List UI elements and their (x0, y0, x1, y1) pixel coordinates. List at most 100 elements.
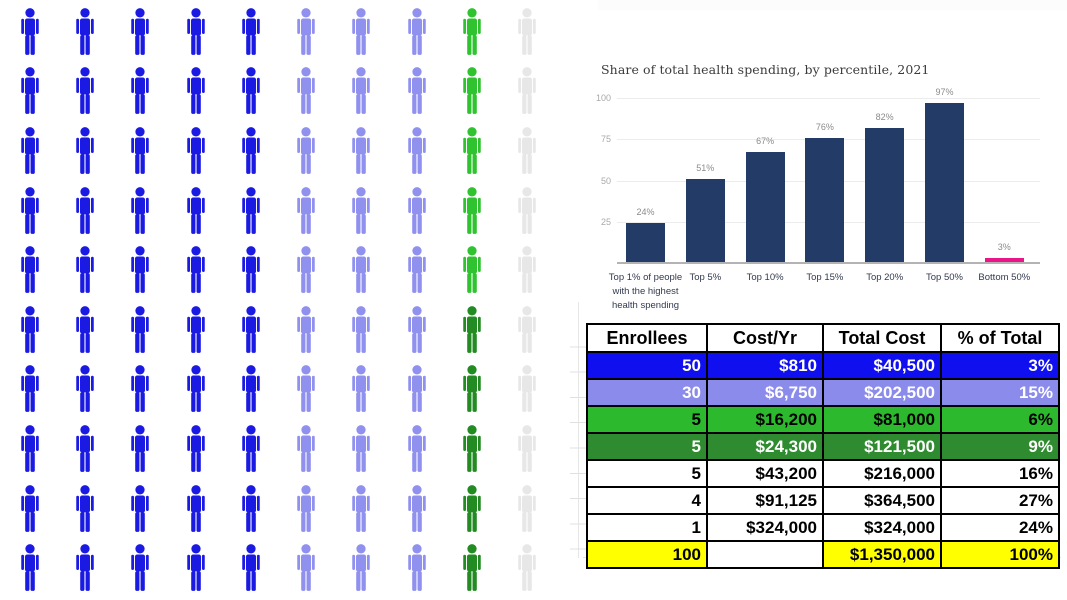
chart-top-margin (598, 0, 1067, 10)
person-icon (297, 484, 315, 532)
person-icon (186, 365, 205, 413)
person-icon (20, 127, 39, 174)
person-icon (186, 544, 205, 592)
table-cell: $364,500 (822, 486, 942, 515)
person-icon (242, 484, 260, 532)
person-icon (352, 246, 371, 294)
person-icon (131, 544, 149, 592)
table-cell: $91,125 (706, 486, 824, 515)
table-row: 5 $43,200 $216,000 16% (586, 459, 1060, 488)
bar (626, 223, 665, 263)
person-icon (352, 7, 371, 55)
person-icon (242, 305, 260, 353)
person-icon (463, 246, 481, 294)
person-icon (20, 484, 39, 532)
person-icon (407, 305, 426, 353)
table-cell: $810 (706, 351, 824, 380)
person-icon (20, 67, 39, 115)
cost-table: Enrollees Cost/Yr Total Cost% of Total 50 $8… (586, 323, 1060, 569)
person-icon (20, 7, 39, 55)
person-icon (131, 484, 149, 532)
person-icon (518, 484, 537, 532)
person-icon (242, 186, 260, 234)
person-icon (76, 186, 94, 234)
person-icon (463, 186, 481, 234)
person-icon (186, 246, 205, 294)
person-icon (76, 127, 94, 174)
table-cell: $6,750 (706, 378, 824, 407)
person-icon (518, 127, 537, 174)
table-cell: $16,200 (706, 405, 824, 434)
person-icon (131, 186, 149, 234)
person-icon (518, 365, 537, 413)
person-icon (407, 7, 426, 55)
person-icon (407, 484, 426, 532)
person-icon (186, 186, 205, 234)
table-cell: 9% (940, 432, 1060, 461)
person-icon (297, 246, 315, 294)
table-header-cell: % of Total (940, 323, 1060, 353)
table-cell: 27% (940, 486, 1060, 515)
table-cell: 16% (940, 459, 1060, 488)
table-cell: $43,200 (706, 459, 824, 488)
bar-value-label: 97% (935, 86, 954, 97)
table-header-cell: Cost/Yr (706, 323, 824, 353)
table-cell: $216,000 (822, 459, 942, 488)
bar (865, 127, 905, 263)
table-row: 5 $16,200 $81,000 6% (586, 405, 1060, 434)
person-icon (463, 67, 481, 115)
person-icon (352, 186, 371, 234)
person-icon (242, 127, 260, 174)
person-icon (242, 365, 260, 413)
person-icon (407, 425, 426, 472)
bar (925, 102, 964, 263)
bar-value-label: 76% (815, 121, 834, 132)
table-cell: 5 (586, 459, 708, 488)
person-icon (186, 7, 205, 55)
person-icon (76, 425, 94, 472)
table-header-cell: Enrollees (586, 323, 708, 353)
table-cell (706, 540, 824, 569)
bar (745, 152, 785, 263)
person-icon (518, 544, 537, 592)
bar-value-label: 67% (756, 136, 775, 147)
grid-line (617, 98, 1040, 99)
person-icon (20, 186, 39, 234)
person-icon (131, 67, 149, 115)
person-icon (463, 305, 481, 353)
person-icon (463, 544, 481, 592)
person-icon (76, 544, 94, 592)
bar (805, 137, 845, 263)
person-icon (297, 186, 315, 234)
table-cell: 15% (940, 378, 1060, 407)
person-icon (463, 425, 481, 472)
table-cell: $324,000 (822, 513, 942, 542)
population-pictogram (2, 2, 555, 598)
table-row: 30 $6,750 $202,500 15% (586, 378, 1060, 407)
table-row: 50 $810 $40,500 3% (586, 351, 1060, 380)
person-icon (20, 425, 39, 472)
table-row: 100 $1,350,000 100% (586, 540, 1060, 569)
table-cell: $121,500 (822, 432, 942, 461)
person-icon (407, 544, 426, 592)
x-category-label: Top 1% of people with the highest health… (608, 272, 683, 311)
person-icon (186, 425, 205, 472)
person-icon (407, 127, 426, 174)
table-cell: 5 (586, 432, 708, 461)
table-cell: $40,500 (822, 351, 942, 380)
person-icon (352, 67, 371, 115)
table-header-cell: Total Cost (822, 323, 942, 353)
person-icon (297, 127, 315, 174)
table-cell: 3% (940, 351, 1060, 380)
x-category-label: Top 15% (806, 272, 844, 283)
person-icon (297, 305, 315, 353)
person-icon (352, 544, 371, 592)
person-icon (297, 544, 315, 592)
person-icon (131, 365, 149, 413)
table-row: 1 $324,000 $324,000 24% (586, 513, 1060, 542)
person-icon (186, 305, 205, 353)
y-tick-label: 25 (600, 216, 611, 227)
person-icon (518, 186, 537, 234)
person-icon (186, 127, 205, 174)
x-axis-line (617, 262, 1040, 264)
